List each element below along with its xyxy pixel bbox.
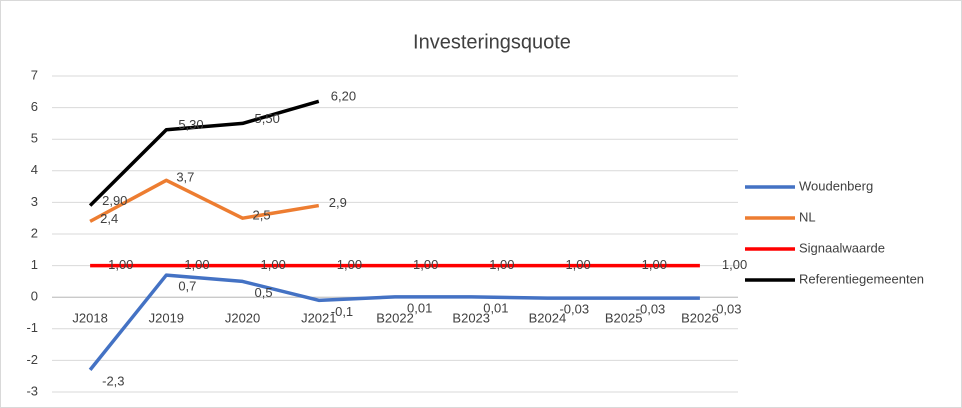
data-label: -0,03 xyxy=(712,302,742,317)
data-label: 6,20 xyxy=(331,89,356,104)
data-label: 2,90 xyxy=(102,193,127,208)
data-label: 3,7 xyxy=(176,170,194,185)
legend-label: Woudenberg xyxy=(799,178,873,193)
data-label: 5,50 xyxy=(255,111,280,126)
data-label: 2,9 xyxy=(329,195,347,210)
y-tick-label: 2 xyxy=(31,225,38,240)
x-tick-label: J2020 xyxy=(225,311,260,326)
y-tick-label: 3 xyxy=(31,194,38,209)
data-label: 1,00 xyxy=(413,257,438,272)
y-tick-label: -3 xyxy=(26,383,38,398)
x-tick-label: J2019 xyxy=(149,311,184,326)
y-tick-label: 7 xyxy=(31,67,38,82)
data-label: 2,5 xyxy=(253,208,271,223)
data-label: 1,00 xyxy=(108,257,133,272)
legend-label: Signaalwaarde xyxy=(799,240,885,255)
legend-label: Referentiegemeenten xyxy=(799,271,924,286)
x-tick-label: J2021 xyxy=(301,311,336,326)
y-tick-label: 6 xyxy=(31,99,38,114)
x-tick-label: B2022 xyxy=(376,311,414,326)
data-label: 2,4 xyxy=(100,211,118,226)
data-label: -2,3 xyxy=(102,373,124,388)
x-tick-label: B2026 xyxy=(681,311,719,326)
y-tick-label: 1 xyxy=(31,257,38,272)
data-label: 1,00 xyxy=(642,257,667,272)
x-tick-label: B2023 xyxy=(452,311,490,326)
x-tick-label: J2018 xyxy=(72,311,107,326)
series-line xyxy=(88,99,320,207)
legend-label: NL xyxy=(799,209,816,224)
x-tick-label: B2024 xyxy=(529,311,567,326)
x-tick-label: B2025 xyxy=(605,311,643,326)
series-line xyxy=(88,273,700,371)
data-label: -0,03 xyxy=(636,302,666,317)
data-label: 0,01 xyxy=(483,300,508,315)
data-label: 0,5 xyxy=(255,285,273,300)
data-label: -0,03 xyxy=(559,302,589,317)
y-tick-label: 4 xyxy=(31,162,38,177)
series-line xyxy=(89,178,320,223)
data-label: 1,00 xyxy=(722,257,747,272)
data-label: 1,00 xyxy=(489,257,514,272)
data-label: -0,1 xyxy=(331,304,353,319)
data-label: 1,00 xyxy=(261,257,286,272)
data-label: 1,00 xyxy=(565,257,590,272)
data-label: 0,01 xyxy=(407,300,432,315)
chart-title: Investeringsquote xyxy=(413,31,571,53)
data-label: 1,00 xyxy=(337,257,362,272)
data-label: 0,7 xyxy=(178,279,196,294)
data-label: 5,30 xyxy=(178,117,203,132)
y-tick-label: 5 xyxy=(31,131,38,146)
y-tick-label: -2 xyxy=(26,352,38,367)
y-tick-label: 0 xyxy=(31,289,38,304)
y-tick-label: -1 xyxy=(26,320,38,335)
data-label: 1,00 xyxy=(184,257,209,272)
